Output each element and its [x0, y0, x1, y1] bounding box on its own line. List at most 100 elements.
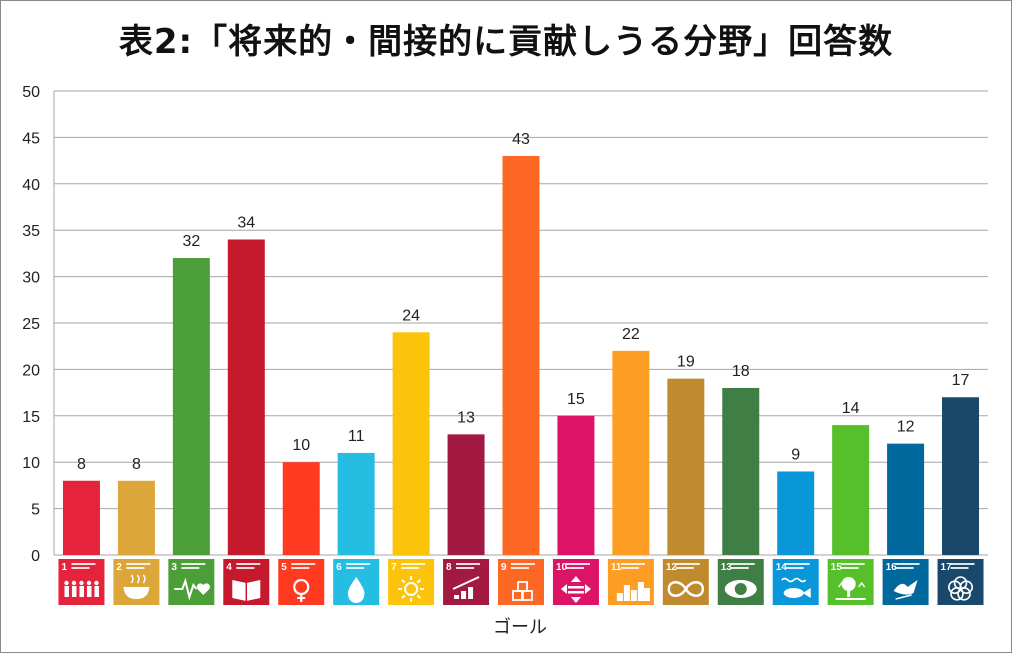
people-icon: 1 — [58, 559, 105, 605]
icon-caption-line — [236, 567, 255, 569]
bar — [832, 425, 870, 555]
bar — [392, 332, 430, 555]
icon-caption-line — [730, 563, 755, 565]
goal-number: 17 — [941, 562, 953, 573]
icon-caption-line — [950, 567, 969, 569]
goal-number: 13 — [721, 562, 733, 573]
goal-number: 10 — [556, 562, 568, 573]
icon-caption-line — [785, 567, 804, 569]
data-label: 18 — [732, 363, 750, 380]
goal-number: 16 — [886, 562, 898, 573]
pulse-line — [174, 577, 198, 601]
person-body — [64, 586, 69, 597]
goal-number: 11 — [611, 562, 622, 573]
data-label: 8 — [132, 456, 141, 473]
equal-bar — [567, 586, 584, 589]
petal — [948, 580, 962, 594]
waves — [781, 577, 807, 583]
bird — [858, 581, 866, 588]
icon-caption-line — [181, 567, 200, 569]
flower-icon: 17 — [937, 559, 984, 605]
data-label: 17 — [952, 372, 970, 389]
icon-tile — [937, 559, 984, 605]
goal-number: 1 — [61, 562, 67, 573]
goal-number: 8 — [446, 562, 452, 573]
building — [616, 593, 623, 601]
icon-caption-line — [840, 563, 865, 565]
data-label: 9 — [791, 446, 800, 463]
data-label: 43 — [512, 131, 530, 148]
icon-caption-line — [126, 567, 145, 569]
y-tick-label: 10 — [22, 455, 40, 472]
goal-icons: 1 2 3 4 5 6 7 8 9 10 11 12 13 14 15 16 17 — [58, 559, 984, 605]
goal-number: 3 — [171, 562, 177, 573]
person-body — [86, 586, 92, 597]
icon-caption-line — [456, 567, 475, 569]
y-tick-label: 45 — [22, 130, 40, 147]
icon-tile — [168, 559, 215, 605]
icon-caption-line — [565, 567, 584, 569]
icon-caption-line — [401, 563, 426, 565]
icon-caption-line — [291, 567, 310, 569]
building — [643, 588, 650, 601]
y-tick-label: 5 — [31, 502, 40, 519]
equality-arrows-icon: 10 — [552, 559, 599, 605]
tree-trunk — [847, 589, 851, 597]
icon-tile — [662, 559, 709, 605]
fish-body — [783, 588, 804, 598]
icon-caption-line — [71, 563, 96, 565]
icon-caption-line — [401, 567, 420, 569]
data-label: 32 — [182, 233, 200, 250]
person-head — [64, 580, 69, 586]
icon-caption-line — [620, 567, 639, 569]
sun-core — [404, 582, 419, 596]
icon-caption-line — [346, 563, 371, 565]
bar — [337, 452, 375, 555]
heart — [196, 583, 210, 595]
sun-ray — [416, 579, 422, 584]
city-icon: 11 — [607, 559, 654, 605]
person-body — [79, 586, 84, 597]
data-label: 14 — [842, 400, 860, 417]
bar — [557, 415, 595, 555]
y-tick-label: 35 — [22, 223, 40, 240]
bowl-icon: 2 — [113, 559, 160, 605]
data-labels: 8 8 32 34 10 11 24 13 43 15 22 19 18 9 14 12 17 — [77, 131, 970, 473]
bar — [612, 350, 650, 555]
bar — [172, 258, 210, 555]
data-label: 19 — [677, 354, 695, 371]
steam — [130, 574, 146, 584]
sun-ray — [401, 579, 406, 584]
goal-number: 4 — [226, 562, 232, 573]
y-tick-label: 15 — [22, 409, 40, 426]
bar — [667, 378, 705, 555]
icon-caption-line — [675, 563, 700, 565]
sun-ray — [416, 594, 422, 599]
y-tick-label: 25 — [22, 316, 40, 333]
sun-icon: 7 — [388, 559, 435, 605]
data-label: 11 — [348, 428, 365, 445]
icon-caption-line — [840, 567, 859, 569]
petal — [957, 587, 971, 601]
goal-number: 14 — [776, 562, 788, 573]
goal-number: 6 — [336, 562, 342, 573]
person-head — [94, 580, 99, 586]
y-axis-ticks: 0 5 10 15 20 25 30 35 40 45 50 — [22, 84, 40, 565]
petal — [950, 587, 964, 601]
y-tick-label: 20 — [22, 362, 40, 379]
goal-number: 12 — [666, 562, 678, 573]
y-tick-label: 30 — [22, 270, 40, 287]
gender-icon: 5 — [278, 559, 325, 605]
data-label: 12 — [897, 419, 915, 436]
bar — [777, 471, 815, 555]
data-label: 8 — [77, 456, 86, 473]
dove — [893, 580, 918, 595]
sun-ray — [401, 594, 406, 599]
icon-caption-line — [675, 567, 694, 569]
bar — [502, 155, 540, 555]
icon-caption-line — [730, 567, 749, 569]
bar — [227, 239, 265, 556]
goal-number: 9 — [501, 562, 507, 573]
building — [630, 590, 637, 601]
icon-caption-line — [785, 563, 810, 565]
